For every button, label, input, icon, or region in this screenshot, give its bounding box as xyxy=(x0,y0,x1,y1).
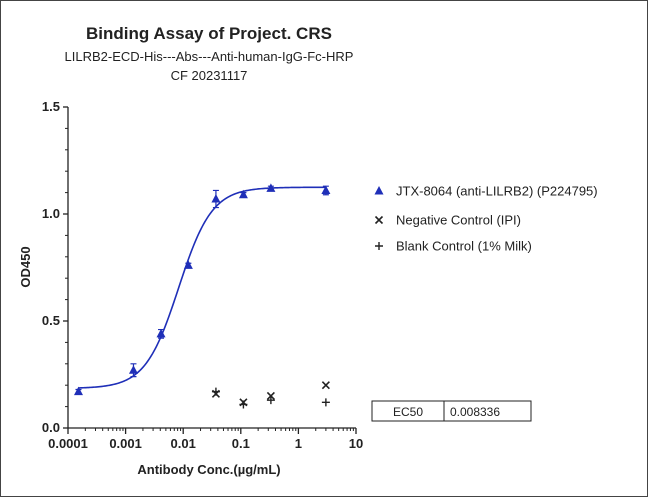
data-point xyxy=(266,396,275,405)
data-point xyxy=(183,260,193,269)
data-point xyxy=(266,391,275,400)
chart-subtitle-line1: LILRB2-ECD-His---Abs---Anti-human-IgG-Fc… xyxy=(65,49,354,64)
legend-item-1: Negative Control (IPI) xyxy=(374,213,521,228)
chart-subtitle-line2: CF 20231117 xyxy=(171,68,248,83)
data-point xyxy=(211,387,220,396)
axes: 0.0 0.5 1.0 1.5 0.0001 0.001 0.01 0.1 1 10 xyxy=(42,99,363,451)
plot-area xyxy=(73,183,331,409)
legend-item-2: Blank Control (1% Milk) xyxy=(375,239,532,254)
data-point xyxy=(321,398,330,407)
data-point xyxy=(238,189,248,199)
series-2 xyxy=(211,387,330,409)
y-tick-label: 0.0 xyxy=(42,420,60,435)
y-axis-label: OD450 xyxy=(18,246,33,287)
data-point xyxy=(321,185,331,194)
data-point xyxy=(128,365,138,374)
x-axis-label: Antibody Conc.(µg/mL) xyxy=(137,462,280,477)
legend-marker xyxy=(374,186,384,195)
data-point xyxy=(266,183,276,192)
y-tick-label: 1.0 xyxy=(42,206,60,221)
data-point xyxy=(239,400,248,409)
y-tick-label: 0.5 xyxy=(42,313,60,328)
fit-curve-jtx8064 xyxy=(78,186,326,389)
ec50-label: EC50 xyxy=(393,405,423,419)
legend-label: Negative Control (IPI) xyxy=(396,213,521,228)
legend-label: JTX-8064 (anti-LILRB2) (P224795) xyxy=(396,184,598,199)
x-tick-label: 10 xyxy=(349,436,363,451)
data-point xyxy=(211,194,221,203)
legend-marker xyxy=(374,215,384,225)
series-0 xyxy=(73,183,331,396)
x-tick-label: 0.0001 xyxy=(48,436,88,451)
data-point xyxy=(321,381,330,390)
ec50-table: EC50 0.008336 xyxy=(371,400,532,422)
ec50-value: 0.008336 xyxy=(450,405,500,419)
chart-title: Binding Assay of Project. CRS xyxy=(86,24,332,43)
data-point xyxy=(156,328,166,338)
legend-marker xyxy=(375,242,383,250)
legend-item-0: JTX-8064 (anti-LILRB2) (P224795) xyxy=(374,184,598,199)
x-tick-label: 0.01 xyxy=(171,436,196,451)
legend-label: Blank Control (1% Milk) xyxy=(396,239,532,254)
x-tick-label: 0.1 xyxy=(232,436,250,451)
ec50-table-box xyxy=(371,400,532,422)
legend: JTX-8064 (anti-LILRB2) (P224795) Negative… xyxy=(374,184,598,254)
x-tick-label: 1 xyxy=(295,436,302,451)
x-tick-label: 0.001 xyxy=(109,436,142,451)
data-point xyxy=(73,386,83,396)
y-tick-label: 1.5 xyxy=(42,99,60,114)
